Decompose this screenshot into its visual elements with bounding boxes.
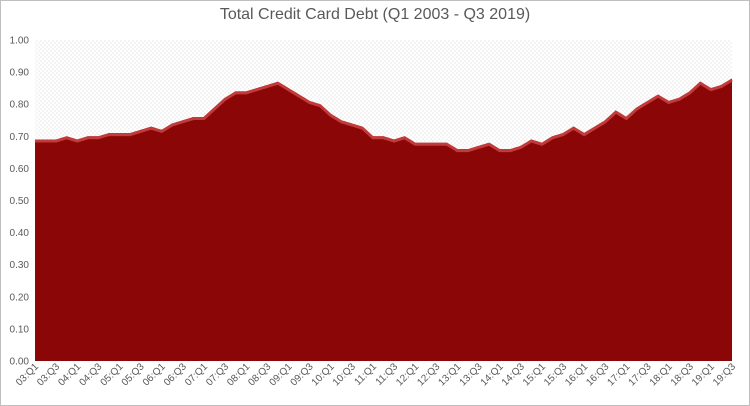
x-tick-label: 18:Q1 xyxy=(648,361,675,388)
x-tick-label: 06:Q1 xyxy=(141,361,168,388)
y-tick-label: 0.80 xyxy=(10,100,30,111)
x-tick-label: 10:Q1 xyxy=(310,361,337,388)
x-tick-label: 10:Q3 xyxy=(331,361,358,388)
x-tick-label: 14:Q1 xyxy=(479,361,506,388)
x-tick-label: 12:Q1 xyxy=(394,361,421,388)
x-tick-label: 05:Q1 xyxy=(99,361,126,388)
y-tick-label: 0.70 xyxy=(10,132,30,143)
x-tick-label: 04:Q1 xyxy=(56,361,83,388)
x-tick-label: 16:Q3 xyxy=(584,361,611,388)
y-tick-label: 0.60 xyxy=(10,164,30,175)
y-tick-label: 0.50 xyxy=(10,196,30,207)
x-tick-label: 17:Q3 xyxy=(627,361,654,388)
x-tick-label: 18:Q3 xyxy=(669,361,696,388)
x-tick-label: 07:Q3 xyxy=(204,361,231,388)
x-tick-label: 19:Q3 xyxy=(711,361,738,388)
y-tick-label: 0.10 xyxy=(10,324,30,335)
area-top-edge xyxy=(35,78,733,153)
x-tick-label: 15:Q3 xyxy=(542,361,569,388)
y-tick-label: 0.20 xyxy=(10,292,30,303)
x-tick-label: 13:Q3 xyxy=(458,361,485,388)
x-tick-label: 05:Q3 xyxy=(120,361,147,388)
x-tick-label: 04:Q3 xyxy=(77,361,104,388)
x-tick-label: 07:Q1 xyxy=(183,361,210,388)
x-tick-label: 16:Q1 xyxy=(563,361,590,388)
chart-title: Total Credit Card Debt (Q1 2003 - Q3 201… xyxy=(219,6,531,23)
x-tick-label: 14:Q3 xyxy=(500,361,527,388)
credit-debt-area xyxy=(35,78,732,362)
y-tick-label: 0.40 xyxy=(10,228,30,239)
x-tick-label: 15:Q1 xyxy=(521,361,548,388)
x-tick-label: 13:Q1 xyxy=(436,361,463,388)
x-tick-label: 09:Q3 xyxy=(289,361,316,388)
x-tick-label: 11:Q1 xyxy=(353,361,380,388)
x-tick-label: 17:Q1 xyxy=(605,361,632,388)
y-tick-label: 1.00 xyxy=(10,36,30,47)
x-tick-label: 12:Q3 xyxy=(415,361,442,388)
x-tick-label: 08:Q3 xyxy=(246,361,273,388)
y-tick-label: 0.90 xyxy=(10,68,30,79)
x-tick-label: 08:Q1 xyxy=(225,361,252,388)
x-tick-label: 06:Q3 xyxy=(162,361,189,388)
x-tick-label: 19:Q1 xyxy=(690,361,717,388)
y-tick-label: 0.00 xyxy=(10,357,30,368)
x-tick-label: 03:Q3 xyxy=(35,361,62,388)
y-tick-label: 0.30 xyxy=(10,260,30,271)
x-tick-label: 09:Q1 xyxy=(268,361,295,388)
